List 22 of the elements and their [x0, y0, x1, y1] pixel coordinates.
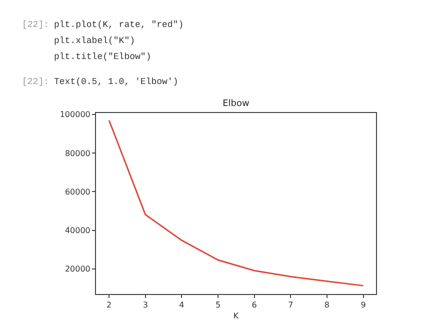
- text: [22]:: [22, 77, 50, 87]
- text: plt.plot(K, rate, "red"): [54, 20, 184, 30]
- chart-title: Elbow: [222, 99, 250, 110]
- text: [22]:: [22, 20, 50, 30]
- text: plt.xlabel("K"): [54, 36, 136, 46]
- x-tick-label: 3: [142, 300, 148, 310]
- x-tick-label: 2: [106, 300, 112, 310]
- x-tick-label: 6: [252, 300, 257, 310]
- x-tick-label: 9: [360, 300, 366, 310]
- line-series: [108, 120, 364, 286]
- x-tick-label: 5: [215, 300, 221, 310]
- y-tick-label: 80000: [64, 148, 90, 158]
- x-tick-label: 4: [179, 300, 184, 310]
- x-tick-label: 8: [324, 300, 330, 310]
- x-tick-label: 7: [288, 300, 294, 310]
- text: plt.title("Elbow"): [54, 52, 152, 62]
- y-tick-label: 100000: [60, 110, 90, 120]
- x-axis-title: K: [233, 312, 240, 321]
- text: Text(0.5, 1.0, 'Elbow'): [54, 77, 178, 87]
- y-tick-label: 20000: [64, 264, 90, 274]
- y-tick-label: 60000: [64, 187, 90, 196]
- y-tick-label: 40000: [64, 226, 90, 236]
